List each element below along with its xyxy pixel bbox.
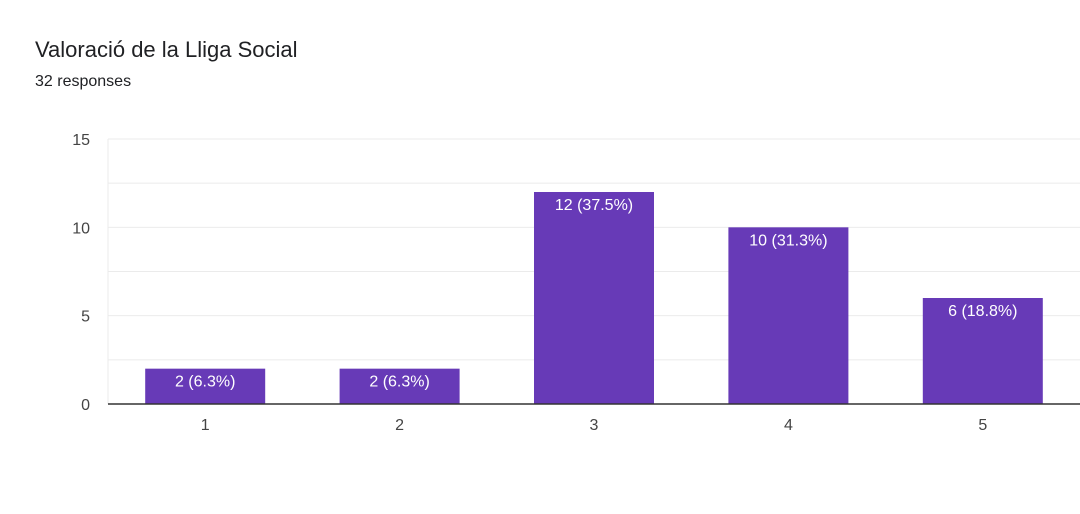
bar-2 [339, 368, 460, 404]
bar-3 [534, 192, 654, 404]
x-tick-label: 2 [395, 417, 404, 434]
y-tick-label: 0 [81, 397, 90, 414]
bar-5 [922, 298, 1043, 404]
x-tick-label: 1 [201, 417, 210, 434]
bar-4 [728, 227, 849, 404]
x-tick-label: 4 [784, 417, 793, 434]
chart-title: Valoració de la Lliga Social [35, 37, 298, 62]
response-count: 32 responses [35, 73, 132, 90]
data-label: 2 (6.3%) [175, 374, 235, 391]
data-label: 12 (37.5%) [555, 197, 633, 214]
x-tick-label: 5 [978, 417, 987, 434]
data-label: 6 (18.8%) [948, 303, 1017, 320]
y-tick-label: 5 [81, 309, 90, 326]
y-tick-label: 10 [72, 220, 90, 237]
data-label: 10 (31.3%) [749, 232, 827, 249]
x-tick-label: 3 [590, 417, 599, 434]
data-label: 2 (6.3%) [369, 374, 429, 391]
y-tick-label: 15 [72, 132, 90, 149]
bar-1 [145, 368, 266, 404]
